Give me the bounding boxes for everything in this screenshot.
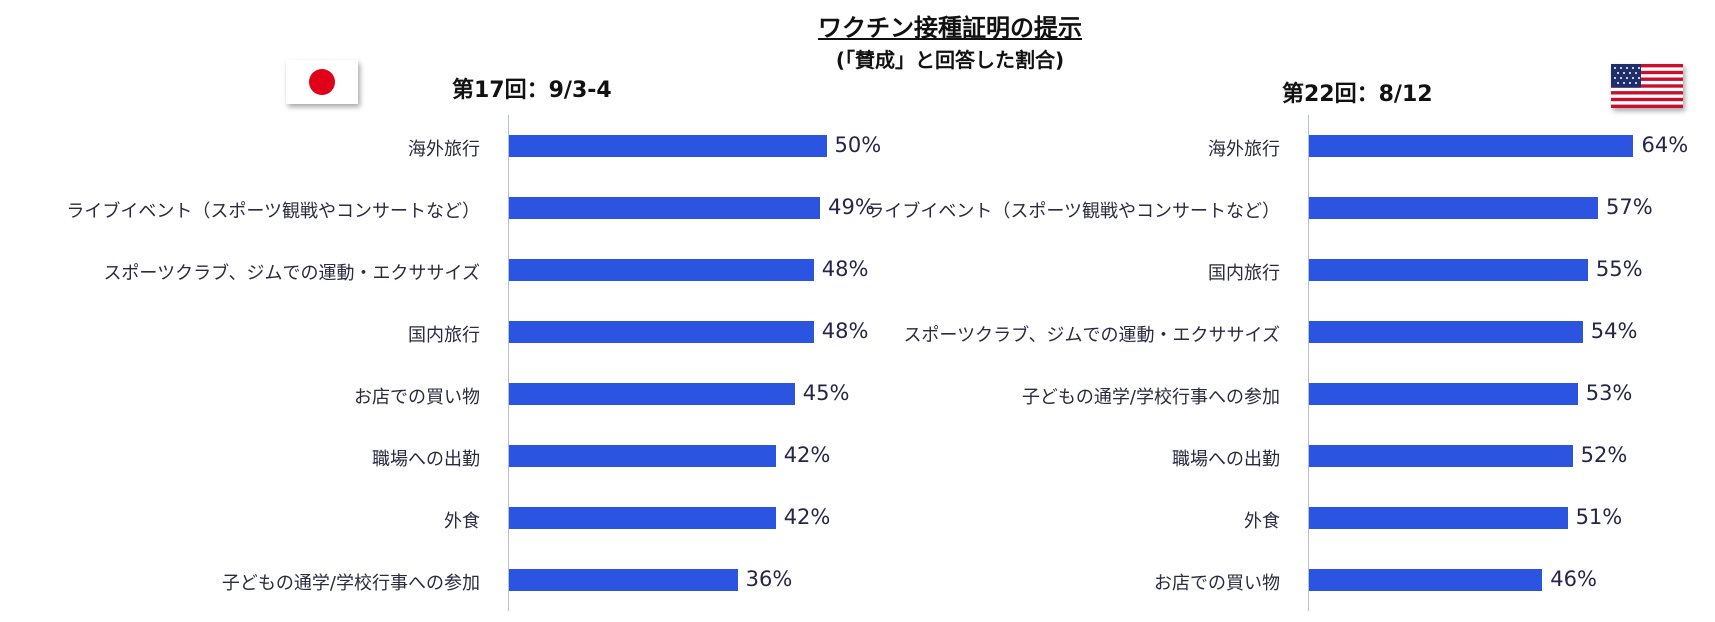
category-label: 海外旅行 bbox=[1208, 139, 1280, 160]
right-panel-title: 第22回：8/12 bbox=[1282, 82, 1433, 107]
value-label: 48% bbox=[821, 319, 869, 343]
category-label: ライブイベント（スポーツ観戦やコンサートなど） bbox=[66, 201, 480, 222]
bar-row: 職場への出勤 42% bbox=[0, 425, 900, 487]
category-label: スポーツクラブ、ジムでの運動・エクササイズ bbox=[103, 263, 480, 284]
bar-row: 職場への出勤 52% bbox=[0, 425, 1715, 487]
value-label: 54% bbox=[1590, 319, 1638, 343]
japan-flag-icon bbox=[286, 60, 358, 104]
bar-row: 子どもの通学/学校行事への参加 36% bbox=[0, 549, 900, 611]
bar bbox=[509, 259, 814, 281]
category-label: 子どもの通学/学校行事への参加 bbox=[1021, 387, 1280, 408]
bar bbox=[1309, 383, 1578, 405]
value-label: 45% bbox=[802, 381, 850, 405]
bar bbox=[509, 383, 795, 405]
bar-row: 外食 51% bbox=[0, 487, 1715, 549]
bar-row: 国内旅行 55% bbox=[0, 239, 1715, 301]
value-label: 50% bbox=[834, 133, 882, 157]
category-label: 職場への出勤 bbox=[1172, 449, 1280, 470]
bar-row: お店での買い物 45% bbox=[0, 363, 900, 425]
value-label: 55% bbox=[1595, 257, 1643, 281]
bar-row: 海外旅行 50% bbox=[0, 115, 900, 177]
category-label: 国内旅行 bbox=[1208, 263, 1280, 284]
value-label: 52% bbox=[1580, 443, 1628, 467]
bar bbox=[1309, 569, 1543, 591]
bar-row: スポーツクラブ、ジムでの運動・エクササイズ 48% bbox=[0, 239, 900, 301]
value-label: 49% bbox=[828, 195, 875, 219]
bar-row: スポーツクラブ、ジムでの運動・エクササイズ 54% bbox=[0, 301, 1715, 363]
value-label: 36% bbox=[745, 567, 793, 591]
category-label: スポーツクラブ、ジムでの運動・エクササイズ bbox=[903, 325, 1280, 346]
bar bbox=[1309, 321, 1583, 343]
bar bbox=[1309, 445, 1573, 467]
bar bbox=[509, 135, 827, 157]
category-label: 国内旅行 bbox=[408, 325, 480, 346]
chart-title: ワクチン接種証明の提示 bbox=[818, 14, 1082, 42]
category-label: 海外旅行 bbox=[408, 139, 480, 160]
left-bar-chart: 海外旅行 50% ライブイベント（スポーツ観戦やコンサートなど） 49% スポーツクラブ… bbox=[0, 115, 900, 611]
category-axis-line bbox=[508, 115, 509, 611]
category-label: お店での買い物 bbox=[1154, 573, 1280, 594]
bar bbox=[1309, 507, 1568, 529]
value-label: 42% bbox=[783, 443, 831, 467]
value-label: 53% bbox=[1585, 381, 1633, 405]
value-label: 42% bbox=[783, 505, 831, 529]
bar-row: 外食 42% bbox=[0, 487, 900, 549]
bar bbox=[1309, 197, 1598, 219]
bar-row: 海外旅行 64% bbox=[0, 115, 1715, 177]
value-label: 48% bbox=[821, 257, 869, 281]
bar-row: ライブイベント（スポーツ観戦やコンサートなど） 57% bbox=[0, 177, 1715, 239]
category-axis-line bbox=[1308, 115, 1309, 611]
category-label: 子どもの通学/学校行事への参加 bbox=[221, 573, 480, 594]
chart-subtitle: (「賛成」と回答した割合) bbox=[835, 48, 1065, 72]
bar-row: ライブイベント（スポーツ観戦やコンサートなど） 49% bbox=[0, 177, 900, 239]
bar-row: 子どもの通学/学校行事への参加 53% bbox=[0, 363, 1715, 425]
value-label: 46% bbox=[1550, 567, 1597, 591]
category-label: 外食 bbox=[1244, 511, 1280, 532]
category-label: お店での買い物 bbox=[354, 387, 480, 408]
bar bbox=[509, 445, 776, 467]
value-label: 57% bbox=[1605, 195, 1653, 219]
category-label: 外食 bbox=[444, 511, 480, 532]
bar-row: お店での買い物 46% bbox=[0, 549, 1715, 611]
bar bbox=[1309, 259, 1588, 281]
bar bbox=[509, 321, 814, 343]
category-label: 職場への出勤 bbox=[372, 449, 480, 470]
bar bbox=[509, 569, 738, 591]
bar bbox=[509, 507, 776, 529]
category-label: ライブイベント（スポーツ観戦やコンサートなど） bbox=[866, 201, 1280, 222]
bar bbox=[509, 197, 821, 219]
value-label: 51% bbox=[1575, 505, 1623, 529]
value-label: 64% bbox=[1641, 133, 1689, 157]
bar-row: 国内旅行 48% bbox=[0, 301, 900, 363]
right-bar-chart: 海外旅行 64% ライブイベント（スポーツ観戦やコンサートなど） 57% 国内旅行 55%… bbox=[0, 115, 1715, 611]
bar bbox=[1309, 135, 1634, 157]
left-panel-title: 第17回：9/3-4 bbox=[452, 78, 612, 103]
usa-flag-icon bbox=[1611, 64, 1683, 108]
